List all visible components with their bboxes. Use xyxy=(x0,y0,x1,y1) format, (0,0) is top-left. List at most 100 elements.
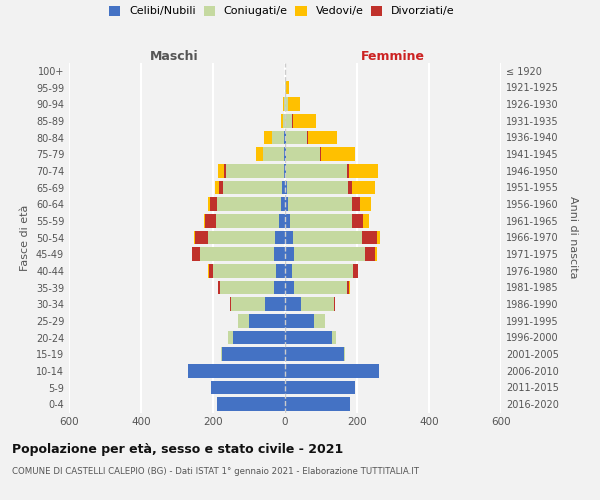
Bar xyxy=(285,314,314,328)
Bar xyxy=(293,230,362,244)
Bar xyxy=(188,364,285,378)
Bar xyxy=(348,180,352,194)
Bar xyxy=(249,314,285,328)
Bar xyxy=(286,114,292,128)
Bar xyxy=(285,230,293,244)
Y-axis label: Anni di nascita: Anni di nascita xyxy=(568,196,578,278)
Bar xyxy=(360,198,371,211)
Legend: Celibi/Nubili, Coniugati/e, Vedovi/e, Divorziati/e: Celibi/Nubili, Coniugati/e, Vedovi/e, Di… xyxy=(109,6,455,16)
Bar xyxy=(287,98,300,111)
Bar xyxy=(208,230,275,244)
Bar xyxy=(276,264,285,278)
Bar xyxy=(352,180,374,194)
Bar xyxy=(229,330,233,344)
Bar xyxy=(210,198,217,211)
Bar xyxy=(286,164,347,177)
Bar xyxy=(275,230,285,244)
Bar xyxy=(288,198,352,211)
Bar xyxy=(220,280,274,294)
Bar xyxy=(286,80,289,94)
Bar xyxy=(285,398,350,411)
Bar xyxy=(226,164,284,177)
Bar xyxy=(217,198,281,211)
Bar xyxy=(285,180,287,194)
Bar xyxy=(285,298,301,311)
Bar xyxy=(211,380,285,394)
Bar xyxy=(278,214,285,228)
Bar xyxy=(286,98,287,111)
Bar xyxy=(285,280,294,294)
Bar xyxy=(281,114,283,128)
Text: Popolazione per età, sesso e stato civile - 2021: Popolazione per età, sesso e stato civil… xyxy=(12,442,343,456)
Bar xyxy=(286,148,320,161)
Bar xyxy=(230,298,231,311)
Bar xyxy=(205,214,215,228)
Bar xyxy=(284,130,285,144)
Bar xyxy=(320,148,321,161)
Bar xyxy=(283,98,284,111)
Bar xyxy=(292,114,293,128)
Bar xyxy=(334,298,335,311)
Bar xyxy=(224,164,226,177)
Bar xyxy=(274,280,285,294)
Bar xyxy=(265,298,285,311)
Bar xyxy=(284,148,285,161)
Bar xyxy=(209,264,213,278)
Bar xyxy=(285,80,286,94)
Bar xyxy=(377,230,380,244)
Bar xyxy=(375,248,377,261)
Y-axis label: Fasce di età: Fasce di età xyxy=(20,204,30,270)
Text: Maschi: Maschi xyxy=(149,50,199,62)
Bar xyxy=(314,314,325,328)
Bar xyxy=(344,348,345,361)
Bar xyxy=(294,280,347,294)
Bar xyxy=(352,198,360,211)
Bar xyxy=(285,198,288,211)
Bar xyxy=(223,180,283,194)
Bar xyxy=(272,130,284,144)
Bar xyxy=(285,248,293,261)
Bar xyxy=(285,330,332,344)
Bar xyxy=(285,214,290,228)
Bar xyxy=(347,280,349,294)
Bar xyxy=(290,214,352,228)
Bar xyxy=(274,248,285,261)
Text: COMUNE DI CASTELLI CALEPIO (BG) - Dati ISTAT 1° gennaio 2021 - Elaborazione TUTT: COMUNE DI CASTELLI CALEPIO (BG) - Dati I… xyxy=(12,468,419,476)
Bar xyxy=(231,298,265,311)
Bar xyxy=(208,198,210,211)
Bar xyxy=(200,248,274,261)
Bar xyxy=(284,164,285,177)
Text: Femmine: Femmine xyxy=(361,50,425,62)
Bar xyxy=(285,130,286,144)
Bar xyxy=(321,148,355,161)
Bar xyxy=(285,380,355,394)
Bar xyxy=(213,264,276,278)
Bar xyxy=(221,348,222,361)
Bar xyxy=(285,364,379,378)
Bar xyxy=(332,330,336,344)
Bar xyxy=(203,214,205,228)
Bar xyxy=(285,148,286,161)
Bar xyxy=(218,280,220,294)
Bar xyxy=(285,164,286,177)
Bar xyxy=(308,130,337,144)
Bar xyxy=(222,348,285,361)
Bar xyxy=(264,130,272,144)
Bar xyxy=(215,180,220,194)
Bar xyxy=(287,180,348,194)
Bar xyxy=(193,248,200,261)
Bar xyxy=(293,248,365,261)
Bar xyxy=(217,398,285,411)
Bar xyxy=(285,348,344,361)
Bar xyxy=(233,330,285,344)
Bar xyxy=(218,164,224,177)
Bar xyxy=(292,264,353,278)
Bar xyxy=(301,298,334,311)
Bar xyxy=(349,164,378,177)
Bar xyxy=(362,230,377,244)
Bar xyxy=(263,148,284,161)
Bar xyxy=(283,114,284,128)
Bar xyxy=(256,148,263,161)
Bar xyxy=(285,264,292,278)
Bar xyxy=(293,114,316,128)
